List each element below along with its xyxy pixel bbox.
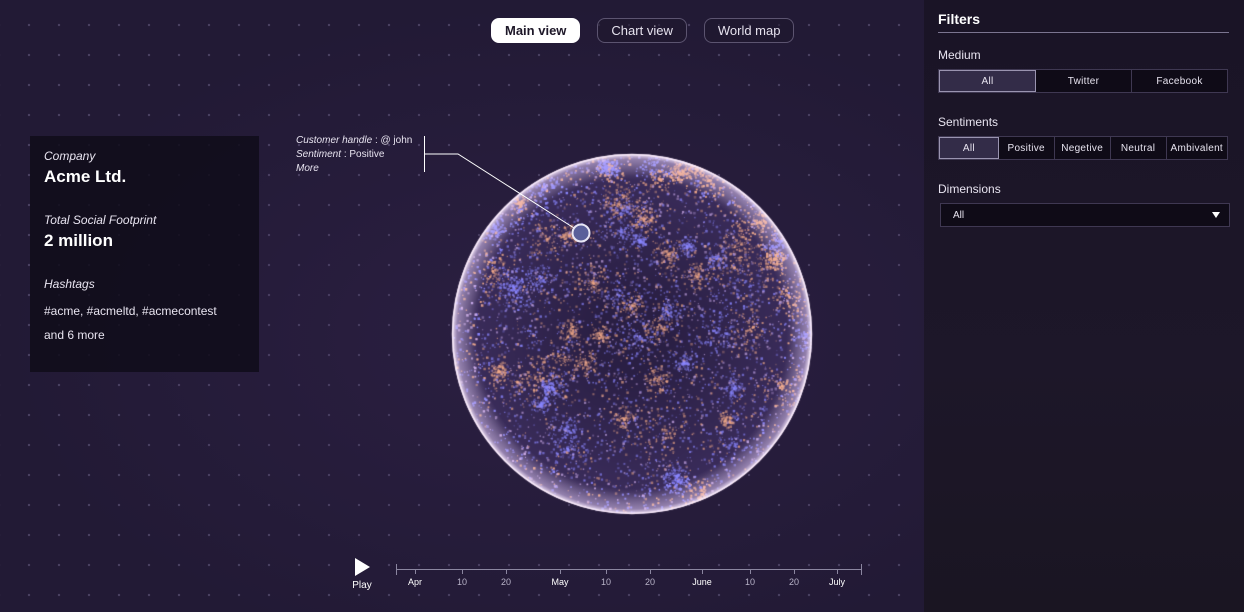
handle-value: : @ john	[374, 135, 413, 146]
dimensions-selected-value: All	[953, 209, 965, 221]
sentiment-option-positive[interactable]: Positive	[999, 137, 1055, 159]
sentiment-option-ambivalent[interactable]: Ambivalent	[1170, 142, 1224, 154]
timeline-tick-label: July	[828, 577, 846, 587]
timeline-tick	[837, 569, 838, 574]
sentiment-option-neutral[interactable]: Neutral	[1111, 137, 1167, 159]
medium-option-all[interactable]: All	[939, 70, 1036, 92]
timeline-tick-label: May	[551, 577, 569, 587]
timeline-slider[interactable]: Apr 10 20 May 10 20 June 10 20 July	[396, 564, 862, 595]
callout-more-link[interactable]: More	[296, 163, 319, 174]
company-info-card: Company Acme Ltd. Total Social Footprint…	[30, 136, 259, 372]
sentiment-sphere[interactable]	[448, 150, 816, 518]
sentiment-option-all[interactable]: All	[939, 137, 999, 159]
hashtags-more-link[interactable]: and 6 more	[44, 328, 105, 342]
sphere-canvas[interactable]	[448, 150, 816, 518]
callout-divider	[424, 136, 425, 172]
sentiments-label: Sentiments	[938, 115, 999, 129]
timeline-tick-label: 10	[744, 577, 756, 587]
tab-main-view[interactable]: Main view	[491, 18, 581, 43]
timeline-tick-label: 10	[600, 577, 612, 587]
view-tabs: Main view Chart view World map	[491, 18, 795, 43]
company-value: Acme Ltd.	[44, 167, 127, 186]
timeline-start-tick	[396, 564, 397, 575]
play-label: Play	[352, 580, 372, 591]
timeline-tick-label: 20	[500, 577, 512, 587]
data-point-callout: Customer handle : @ john Sentiment : Pos…	[296, 134, 412, 176]
medium-option-twitter[interactable]: Twitter	[1036, 70, 1132, 92]
timeline-tick-label: Apr	[407, 577, 423, 587]
medium-option-facebook[interactable]: Facebook	[1156, 75, 1203, 87]
sentiment-label: Sentiment	[296, 149, 342, 160]
play-icon	[354, 558, 370, 576]
tab-chart-view[interactable]: Chart view	[597, 18, 687, 43]
company-label: Company	[44, 149, 96, 163]
chevron-down-icon	[1212, 212, 1220, 218]
filters-title: Filters	[938, 11, 1229, 33]
timeline-tick	[750, 569, 751, 574]
timeline-tick	[650, 569, 651, 574]
medium-filter: All Twitter Facebook	[938, 69, 1228, 93]
sentiment-option-negetive[interactable]: Negetive	[1055, 137, 1111, 159]
tab-world-map[interactable]: World map	[703, 18, 795, 43]
medium-label: Medium	[938, 48, 981, 62]
timeline-tick	[506, 569, 507, 574]
timeline-tick-label: June	[692, 577, 712, 587]
main-canvas: Main view Chart view World map Company A…	[0, 0, 924, 612]
timeline-tick	[794, 569, 795, 574]
dimensions-select[interactable]: All	[940, 203, 1230, 227]
timeline-tick	[415, 569, 416, 574]
sentiment-filter: All Positive Negetive Neutral Ambivalent	[938, 136, 1228, 160]
filters-panel: Filters Medium All Twitter Facebook Sent…	[924, 0, 1244, 612]
timeline-tick	[560, 569, 561, 574]
timeline-tick-label: 20	[788, 577, 800, 587]
handle-label: Customer handle	[296, 135, 373, 146]
dimensions-label: Dimensions	[938, 182, 1001, 196]
timeline-axis	[396, 569, 862, 570]
play-button[interactable]: Play	[350, 558, 374, 591]
timeline-tick	[606, 569, 607, 574]
timeline-tick	[702, 569, 703, 574]
timeline-tick-label: 10	[456, 577, 468, 587]
hashtags-label: Hashtags	[44, 277, 95, 291]
sentiment-value: : Positive	[343, 149, 385, 160]
footprint-value: 2 million	[44, 231, 113, 250]
timeline-tick-label: 20	[644, 577, 656, 587]
hashtags-value: #acme, #acmeltd, #acmecontest	[44, 304, 217, 318]
timeline-tick	[462, 569, 463, 574]
footprint-label: Total Social Footprint	[44, 213, 157, 227]
timeline-end-tick	[861, 564, 862, 575]
